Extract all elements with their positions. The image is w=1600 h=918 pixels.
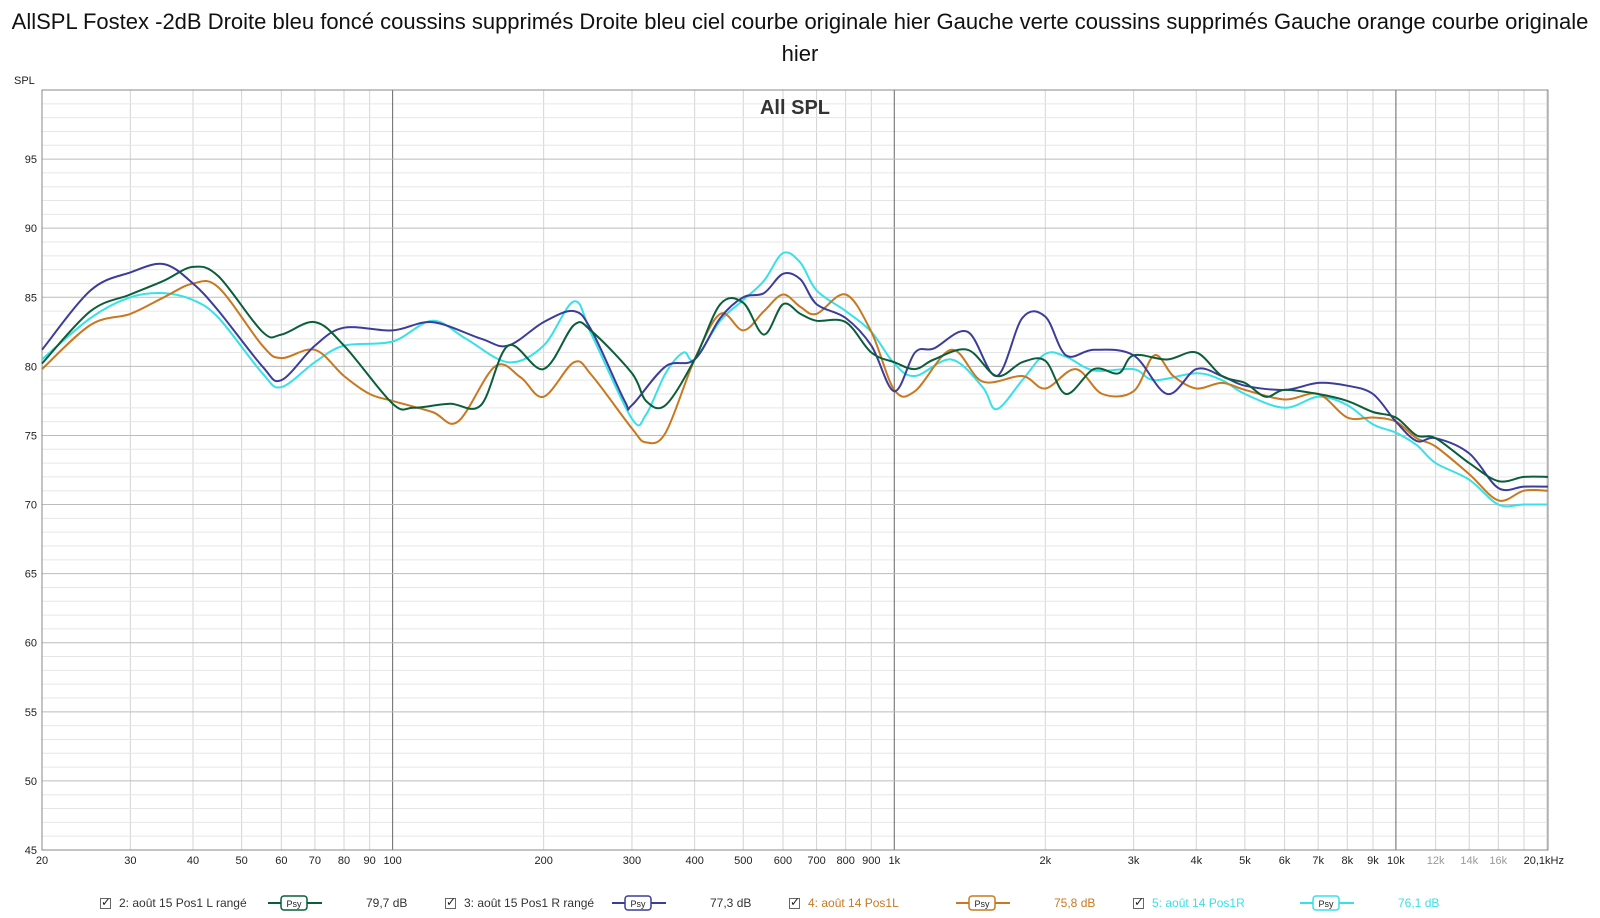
y-tick-label: 65 [25, 569, 37, 581]
legend-series-name: 2: août 15 Pos1 L rangé [119, 896, 247, 910]
x-tick-label: 6k [1279, 855, 1291, 867]
legend-series-name: 3: août 15 Pos1 R rangé [464, 896, 595, 910]
x-tick-label: 20,1kHz [1524, 855, 1564, 867]
x-tick-label: 30 [124, 855, 136, 867]
x-tick-label: 10k [1387, 855, 1405, 867]
x-tick-label: 90 [364, 855, 376, 867]
legend-psy-label: Psy [286, 899, 302, 909]
legend-average-value: 76,1 dB [1398, 896, 1440, 910]
legend-item: 5: août 14 Pos1R [1133, 893, 1245, 913]
x-tick-label: 4k [1190, 855, 1202, 867]
x-tick-label: 2k [1039, 855, 1051, 867]
x-tick-label: 3k [1128, 855, 1140, 867]
x-tick-label: 9k [1367, 855, 1379, 867]
y-tick-label: 75 [25, 430, 37, 442]
series-lines [41, 251, 1549, 508]
legend-psy-label: Psy [1318, 899, 1334, 909]
x-tick-label: 900 [862, 855, 880, 867]
legend-average-value: 77,3 dB [710, 896, 752, 910]
y-tick-label: 70 [25, 500, 37, 512]
x-tick-label: 8k [1341, 855, 1353, 867]
legend-line-swatch[interactable]: Psy [268, 893, 322, 913]
x-tick-label: 60 [275, 855, 287, 867]
x-tick-label: 100 [383, 855, 401, 867]
chart-inner-title: All SPL [760, 97, 830, 119]
x-tick-label: 1k [888, 855, 900, 867]
x-tick-label: 600 [774, 855, 792, 867]
legend-line-swatch[interactable]: Psy [1300, 893, 1354, 913]
legend-psy-label: Psy [630, 899, 646, 909]
x-tick-label: 80 [338, 855, 350, 867]
x-tick-label: 20 [36, 855, 48, 867]
minor-grid [42, 90, 1548, 850]
legend-psy-label: Psy [974, 899, 990, 909]
x-tick-label: 700 [807, 855, 825, 867]
x-tick-label: 800 [836, 855, 854, 867]
legend-item: 4: août 14 Pos1L [789, 893, 899, 913]
legend-item: 2: août 15 Pos1 L rangé [100, 893, 247, 913]
legend-checkbox[interactable] [100, 895, 111, 909]
page-title: AllSPL Fostex -2dB Droite bleu foncé cou… [11, 9, 1589, 66]
x-tick-label: 200 [534, 855, 552, 867]
legend-checkbox[interactable] [1133, 895, 1144, 909]
y-tick-label: 50 [25, 776, 37, 788]
y-tick-label: 85 [25, 292, 37, 304]
legend-checkbox[interactable] [445, 895, 456, 909]
x-tick-label: 500 [734, 855, 752, 867]
legend-average-value: 75,8 dB [1054, 896, 1096, 910]
series-line-5 [41, 251, 1548, 508]
y-tick-label: 95 [25, 154, 37, 166]
x-tick-label: 7k [1312, 855, 1324, 867]
y-axis-ticks: 45 50 55 60 65 70 75 80 85 90 95 [25, 154, 37, 857]
y-tick-label: 45 [25, 845, 37, 857]
series-line-2 [41, 265, 1549, 483]
x-tick-label: 16k [1489, 855, 1507, 867]
legend-line-swatch[interactable]: Psy [956, 893, 1010, 913]
x-tick-label: 300 [623, 855, 641, 867]
series-line-4 [41, 280, 1549, 502]
legend-series-name: 5: août 14 Pos1R [1152, 896, 1245, 910]
x-tick-label: 40 [187, 855, 199, 867]
major-grid [42, 90, 1548, 850]
legend-line-swatch[interactable]: Psy [612, 893, 666, 913]
legend-checkbox[interactable] [789, 895, 800, 909]
y-tick-label: 55 [25, 707, 37, 719]
legend-average-value: 79,7 dB [366, 896, 408, 910]
plot-frame [41, 89, 1549, 851]
x-axis-ticks: 20 30 40 50 60 70 80 90 100 200 300 400 500 600 700 800… [36, 855, 1564, 867]
x-tick-label: 12k [1427, 855, 1445, 867]
legend-item: 3: août 15 Pos1 R rangé [445, 893, 594, 913]
series-line-3 [41, 262, 1549, 492]
x-tick-label: 14k [1460, 855, 1478, 867]
x-tick-label: 5k [1239, 855, 1251, 867]
y-tick-label: 80 [25, 361, 37, 373]
legend-series-name: 4: août 14 Pos1L [808, 896, 899, 910]
x-tick-label: 50 [235, 855, 247, 867]
x-tick-label: 70 [309, 855, 321, 867]
y-tick-label: 90 [25, 223, 37, 235]
y-tick-label: 60 [25, 638, 37, 650]
y-axis-label: SPL [14, 75, 35, 87]
x-tick-label: 400 [685, 855, 703, 867]
